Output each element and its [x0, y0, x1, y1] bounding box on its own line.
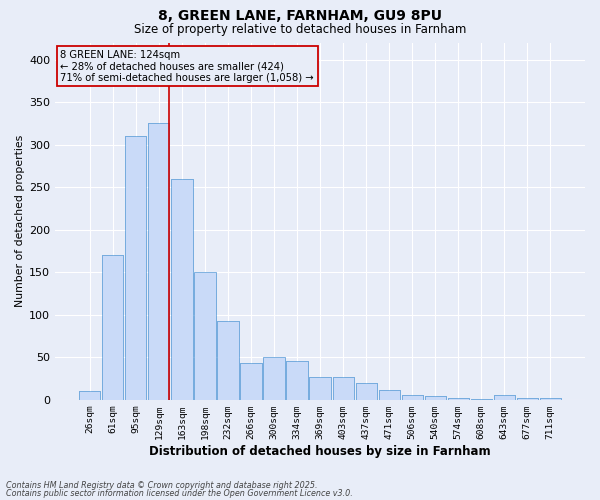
Bar: [470, 398, 492, 400]
Bar: [401, 396, 423, 400]
Title: 8, GREEN LANE, FARNHAM, GU9 8PU
Size of property relative to detached houses in : 8, GREEN LANE, FARNHAM, GU9 8PU Size of …: [0, 499, 1, 500]
Bar: [286, 362, 308, 400]
Text: 8, GREEN LANE, FARNHAM, GU9 8PU: 8, GREEN LANE, FARNHAM, GU9 8PU: [158, 9, 442, 23]
Bar: [148, 124, 169, 400]
Bar: [540, 398, 561, 400]
Bar: [494, 396, 515, 400]
Bar: [425, 396, 446, 400]
Bar: [448, 398, 469, 400]
Bar: [286, 362, 308, 400]
Text: Contains HM Land Registry data © Crown copyright and database right 2025.: Contains HM Land Registry data © Crown c…: [6, 480, 317, 490]
Bar: [356, 382, 377, 400]
Bar: [217, 320, 239, 400]
Bar: [310, 376, 331, 400]
Bar: [194, 272, 215, 400]
Bar: [470, 398, 492, 400]
Bar: [241, 363, 262, 400]
Text: Contains public sector information licensed under the Open Government Licence v3: Contains public sector information licen…: [6, 489, 353, 498]
X-axis label: Distribution of detached houses by size in Farnham: Distribution of detached houses by size …: [149, 444, 491, 458]
Y-axis label: Number of detached properties: Number of detached properties: [15, 135, 25, 307]
Bar: [79, 391, 100, 400]
Bar: [102, 255, 124, 400]
Bar: [217, 320, 239, 400]
Bar: [448, 398, 469, 400]
Bar: [517, 398, 538, 400]
Bar: [332, 376, 353, 400]
Bar: [332, 376, 353, 400]
Bar: [125, 136, 146, 400]
Text: Size of property relative to detached houses in Farnham: Size of property relative to detached ho…: [134, 22, 466, 36]
Bar: [172, 178, 193, 400]
Bar: [125, 136, 146, 400]
Bar: [263, 357, 284, 400]
Bar: [517, 398, 538, 400]
Bar: [102, 255, 124, 400]
Bar: [172, 178, 193, 400]
Bar: [194, 272, 215, 400]
Bar: [148, 124, 169, 400]
Bar: [540, 398, 561, 400]
Bar: [310, 376, 331, 400]
Bar: [263, 357, 284, 400]
Bar: [79, 391, 100, 400]
Bar: [356, 382, 377, 400]
Text: 8 GREEN LANE: 124sqm
← 28% of detached houses are smaller (424)
71% of semi-deta: 8 GREEN LANE: 124sqm ← 28% of detached h…: [61, 50, 314, 83]
Bar: [401, 396, 423, 400]
Bar: [379, 390, 400, 400]
Bar: [494, 396, 515, 400]
Bar: [241, 363, 262, 400]
Bar: [379, 390, 400, 400]
Bar: [425, 396, 446, 400]
